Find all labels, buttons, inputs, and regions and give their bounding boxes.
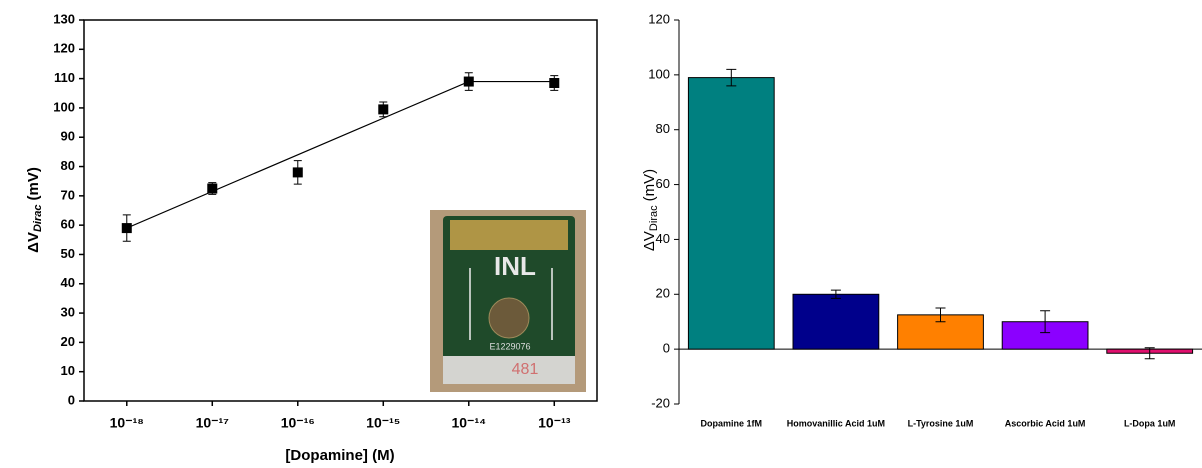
- x-tick-label: L-Dopa 1uM: [1124, 418, 1176, 428]
- data-point: [378, 104, 388, 114]
- y-tick-label: 90: [61, 129, 75, 144]
- y-title-main: ΔV: [25, 232, 42, 253]
- figure: [Dopamine] (M) ΔVDirac(mV) ΔVDirac(mV) 0…: [0, 0, 1202, 468]
- y-tick-label: 40: [61, 275, 75, 290]
- y-tick-label: 30: [61, 305, 75, 320]
- y-tick-label: 80: [61, 158, 75, 173]
- y-tick-label: 100: [53, 99, 75, 114]
- inset-serial: E1229076: [489, 341, 530, 351]
- y-tick-label: 110: [54, 70, 75, 85]
- x-tick-label: 10⁻¹⁶: [281, 415, 315, 431]
- y-tick-label: 0: [68, 392, 75, 407]
- x-tick-label: L-Tyrosine 1uM: [908, 418, 974, 428]
- y-title-sub: Dirac: [32, 205, 44, 233]
- bar: [793, 294, 879, 349]
- inset-marking: 481: [512, 361, 539, 378]
- x-tick-label: 10⁻¹⁷: [196, 415, 230, 431]
- y-tick-label: 20: [61, 334, 75, 349]
- data-point: [293, 167, 303, 177]
- y-tick-label: 70: [61, 187, 75, 202]
- x-tick-label: Dopamine 1fM: [701, 418, 763, 428]
- x-tick-label: 10⁻¹³: [538, 415, 571, 431]
- y-tick-label: 120: [648, 11, 670, 26]
- bar: [688, 78, 774, 350]
- x-tick-label: 10⁻¹⁴: [451, 415, 486, 431]
- y-axis-title: ΔVDirac (mV): [25, 167, 44, 253]
- y-tick-label: 120: [53, 41, 75, 56]
- data-point: [207, 184, 217, 194]
- x-tick-label: 10⁻¹⁸: [110, 415, 144, 431]
- x-axis-title: [Dopamine] (M): [285, 447, 394, 464]
- chip-sensor: [489, 298, 529, 338]
- x-tick-label: Ascorbic Acid 1uM: [1005, 418, 1086, 428]
- inset-logo: INL: [494, 251, 536, 281]
- x-tick-label: 10⁻¹⁵: [366, 415, 400, 431]
- y-tick-label: 0: [663, 341, 670, 356]
- x-tick-label: Homovanillic Acid 1uM: [787, 418, 885, 428]
- inset-photo: INL E1229076 481: [430, 210, 586, 392]
- y-tick-label: 10: [61, 363, 75, 378]
- chip-contacts: [450, 220, 568, 250]
- fit-line: [127, 82, 554, 229]
- y-tick-label: 100: [648, 66, 670, 81]
- y-tick-label: 60: [656, 176, 670, 191]
- y-title-sub: Dirac: [648, 205, 660, 231]
- y-tick-label: 20: [656, 286, 670, 301]
- y-tick-label: 50: [61, 246, 75, 261]
- y-tick-label: 60: [61, 217, 75, 232]
- y-title-unit: (mV): [25, 167, 42, 200]
- data-point: [122, 223, 132, 233]
- y-tick-label: 40: [656, 231, 670, 246]
- chip-label-area: [443, 356, 575, 384]
- data-point: [549, 78, 559, 88]
- y-tick-label: 130: [53, 11, 75, 26]
- data-point: [464, 77, 474, 87]
- y-tick-label: 80: [656, 121, 670, 136]
- y-tick-label: -20: [651, 395, 670, 410]
